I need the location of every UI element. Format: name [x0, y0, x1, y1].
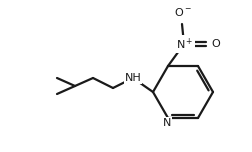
Text: N$^+$: N$^+$ [176, 36, 194, 52]
Text: NH: NH [125, 73, 141, 83]
Text: N: N [163, 118, 171, 128]
Text: O: O [211, 39, 220, 49]
Text: O$^-$: O$^-$ [174, 6, 192, 18]
